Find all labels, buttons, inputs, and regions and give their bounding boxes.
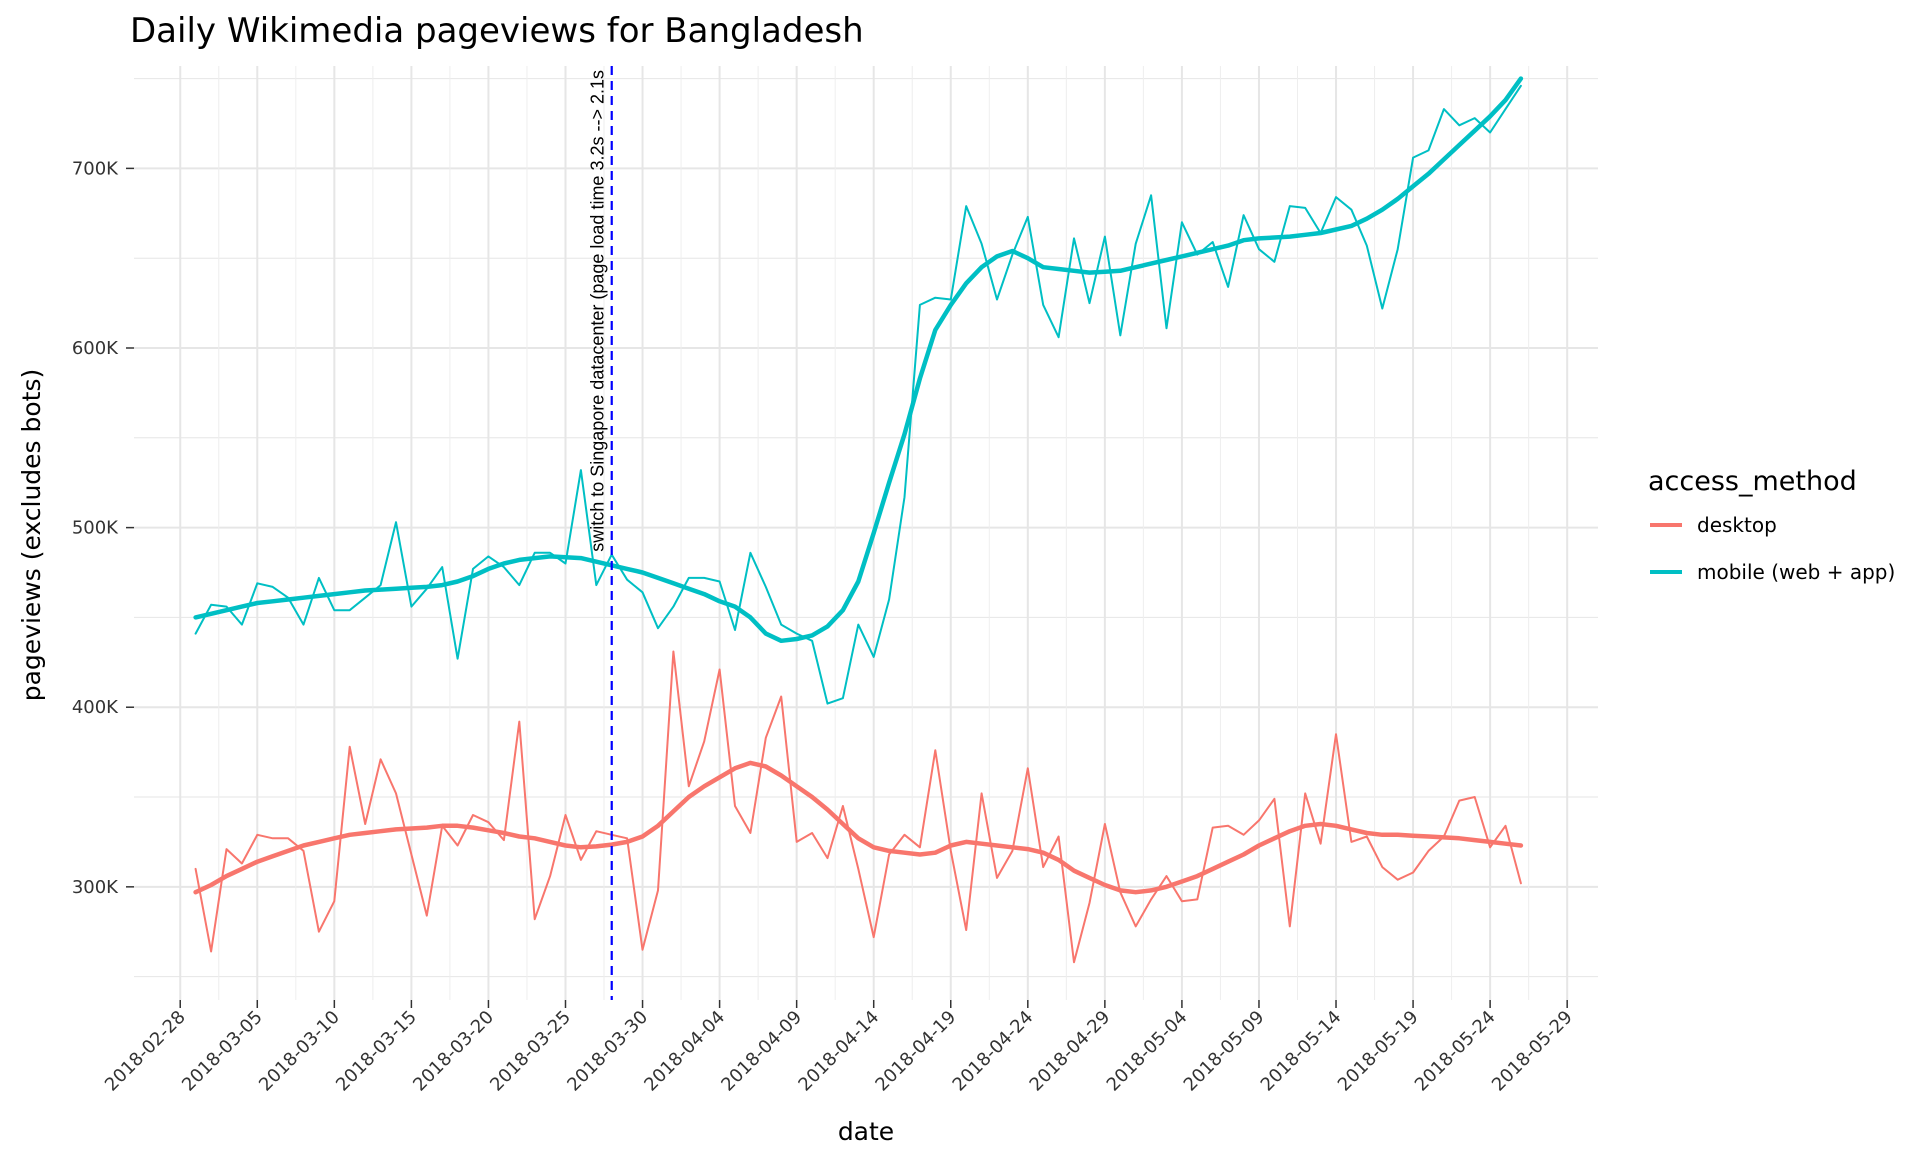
series-line-mobile-trend (193, 76, 1524, 644)
x-tick-label: 2018-03-30 (563, 1007, 652, 1096)
x-tick-label: 2018-04-09 (717, 1007, 806, 1096)
x-tick-label: 2018-04-04 (640, 1007, 729, 1096)
series-line-mobile-web-app- (194, 84, 1522, 705)
annotation-layer: switch to Singapore datacenter (page loa… (588, 66, 613, 1000)
x-tick-label: 2018-05-09 (1180, 1007, 1269, 1096)
x-tick-label: 2018-03-15 (332, 1007, 421, 1096)
y-tick-label: 500K (72, 518, 119, 539)
x-tick-label: 2018-03-20 (409, 1007, 498, 1096)
y-tick-label: 400K (72, 697, 119, 718)
x-tick-label: 2018-04-19 (871, 1007, 960, 1096)
y-tick-label: 700K (72, 158, 119, 179)
y-tick-label: 300K (72, 877, 119, 898)
x-tick-label: 2018-04-29 (1026, 1007, 1115, 1096)
x-tick-label: 2018-04-24 (949, 1007, 1038, 1096)
chart-title: Daily Wikimedia pageviews for Bangladesh (130, 11, 864, 51)
x-tick-label: 2018-03-10 (255, 1007, 344, 1096)
series-layer (193, 76, 1524, 964)
x-tick-label: 2018-03-25 (486, 1007, 575, 1096)
y-axis-title: pageviews (excludes bots) (17, 369, 46, 702)
legend-title: access_method (1648, 466, 1857, 497)
series-line-desktop-trend (193, 760, 1524, 895)
legend-label-desktop: desktop (1697, 513, 1777, 537)
series-line-desktop (194, 650, 1522, 964)
x-tick-label: 2018-05-24 (1411, 1007, 1500, 1096)
x-tick-label: 2018-05-29 (1488, 1007, 1577, 1096)
x-tick-label: 2018-05-04 (1103, 1007, 1192, 1096)
x-axis: 2018-02-282018-03-052018-03-102018-03-15… (101, 1000, 1577, 1096)
y-tick-label: 600K (72, 338, 119, 359)
x-tick-label: 2018-05-14 (1257, 1007, 1346, 1096)
y-axis: 300K 400K 500K 600K 700K (72, 158, 134, 898)
x-tick-label: 2018-05-19 (1334, 1007, 1423, 1096)
legend-label-mobile: mobile (web + app) (1697, 560, 1895, 584)
annotation-label: switch to Singapore datacenter (page loa… (588, 70, 608, 552)
x-axis-title: date (838, 1117, 894, 1146)
legend: access_method desktop mobile (web + app) (1648, 466, 1895, 584)
x-tick-label: 2018-02-28 (101, 1007, 190, 1096)
x-tick-label: 2018-03-05 (178, 1007, 267, 1096)
x-tick-label: 2018-04-14 (794, 1007, 883, 1096)
